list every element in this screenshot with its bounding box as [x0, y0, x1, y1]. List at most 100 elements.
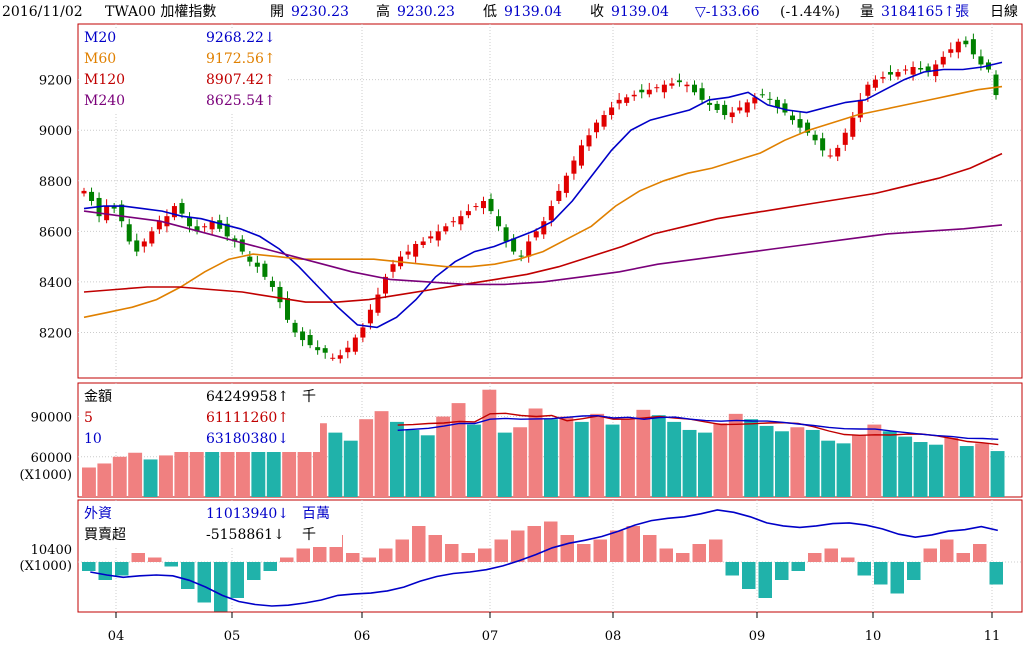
vol-unit-note: (X1000): [20, 468, 72, 483]
foreign-bar: [428, 535, 442, 562]
candle-body: [473, 206, 479, 208]
candle-body: [285, 298, 291, 320]
candle-body: [194, 226, 200, 232]
candle-body: [895, 72, 901, 77]
candle-body: [367, 309, 373, 324]
candle-body: [586, 135, 592, 147]
volume-bar: [929, 444, 943, 497]
candle-body: [842, 132, 848, 145]
volume-bar: [405, 429, 420, 497]
volume-bar: [574, 421, 589, 497]
candle-body: [209, 221, 215, 230]
ma-line-M20: [83, 61, 1003, 329]
volume-bar: [728, 413, 743, 497]
candle-body: [217, 220, 223, 229]
candle-body: [669, 83, 675, 86]
foreign-bar: [98, 562, 112, 580]
quote-header: 2016/11/02 TWA00 加權指數 開 9230.23 高 9230.2…: [0, 0, 1024, 24]
candle-body: [865, 84, 871, 96]
candle-body: [81, 190, 87, 194]
volume-bar: [528, 408, 543, 497]
candle-body: [382, 276, 388, 294]
candle-body: [435, 231, 441, 241]
foreign-bar: [478, 548, 492, 562]
foreign-y-tick-10400: 10400: [31, 543, 72, 558]
moving-average-lines: [83, 61, 1003, 329]
foreign-bar: [775, 562, 789, 580]
candle-body: [375, 294, 381, 313]
candle-body: [307, 335, 313, 346]
candle-body: [872, 79, 878, 88]
quote-date: 2016/11/02: [2, 4, 83, 20]
foreign-bar: [808, 553, 822, 562]
foreign-bar: [857, 562, 871, 576]
x-tick-05: 05: [224, 629, 241, 644]
candle-body: [277, 286, 283, 303]
low-label: 低: [483, 4, 497, 20]
main-legend-name-1: M60: [84, 51, 116, 67]
candle-body: [752, 97, 758, 104]
foreign-legend-value-1: -5158861↓: [206, 527, 285, 543]
candle-body: [948, 49, 954, 53]
volume-bar: [266, 444, 281, 497]
candle-body: [827, 155, 833, 157]
volume-bar: [852, 435, 866, 497]
foreign-bar: [824, 548, 838, 562]
candle-body: [89, 191, 95, 201]
high-value: 9230.23: [397, 4, 455, 20]
candle-body: [262, 263, 268, 277]
volume-bar: [744, 419, 759, 497]
foreign-bar: [725, 562, 739, 576]
volume-bar: [790, 427, 805, 497]
vol-legend-name-0: 金額: [84, 389, 112, 405]
foreign-legend-unit-0: 百萬: [302, 506, 330, 522]
volume-bars: [82, 389, 1005, 497]
candle-body: [722, 104, 728, 116]
foreign-cumulative-line: [90, 509, 998, 607]
foreign-bar: [890, 562, 904, 594]
volume-bar: [805, 429, 820, 497]
candle-body: [676, 80, 682, 83]
volume-label: 量: [860, 4, 874, 20]
volume-bar: [328, 432, 343, 497]
volume-bar: [467, 424, 481, 497]
candle-body: [963, 40, 969, 45]
candle-body: [345, 347, 351, 353]
volume-bar: [636, 409, 651, 497]
candle-body: [940, 56, 946, 65]
volume-value: 3184165↑張: [881, 4, 970, 20]
volume-bar: [682, 429, 697, 497]
candle-body: [624, 97, 630, 103]
volume-bar: [343, 440, 358, 497]
volume-bar: [590, 413, 605, 497]
foreign-bar: [593, 539, 607, 562]
volume-bar: [975, 443, 990, 497]
main-legend-name-0: M20: [84, 30, 116, 46]
candle-body: [443, 226, 449, 232]
volume-bar: [390, 421, 404, 497]
foreign-bar: [874, 562, 888, 585]
candle-body: [488, 198, 494, 212]
vol-legend-value-2: 63180380↓: [206, 431, 289, 447]
candle-body: [458, 216, 464, 225]
foreign-bar: [709, 539, 723, 562]
candle-body: [744, 102, 750, 113]
candle-body: [413, 243, 419, 257]
candle-body: [224, 223, 230, 237]
candle-body: [978, 56, 984, 65]
vol-legend-name-1: 5: [84, 410, 93, 426]
candle-body: [239, 239, 245, 252]
vol-legend-bg: [80, 386, 320, 452]
foreign-bar: [379, 548, 393, 562]
candle-body: [548, 206, 554, 221]
y-tick-8400: 8400: [39, 276, 72, 291]
foreign-bar: [131, 553, 145, 562]
candle-body: [202, 226, 208, 228]
candle-body: [247, 256, 253, 262]
candle-body: [880, 77, 886, 79]
volume-bar: [174, 448, 189, 497]
foreign-bar: [610, 530, 624, 562]
volume-bar: [959, 446, 974, 497]
candle-body: [526, 241, 532, 257]
